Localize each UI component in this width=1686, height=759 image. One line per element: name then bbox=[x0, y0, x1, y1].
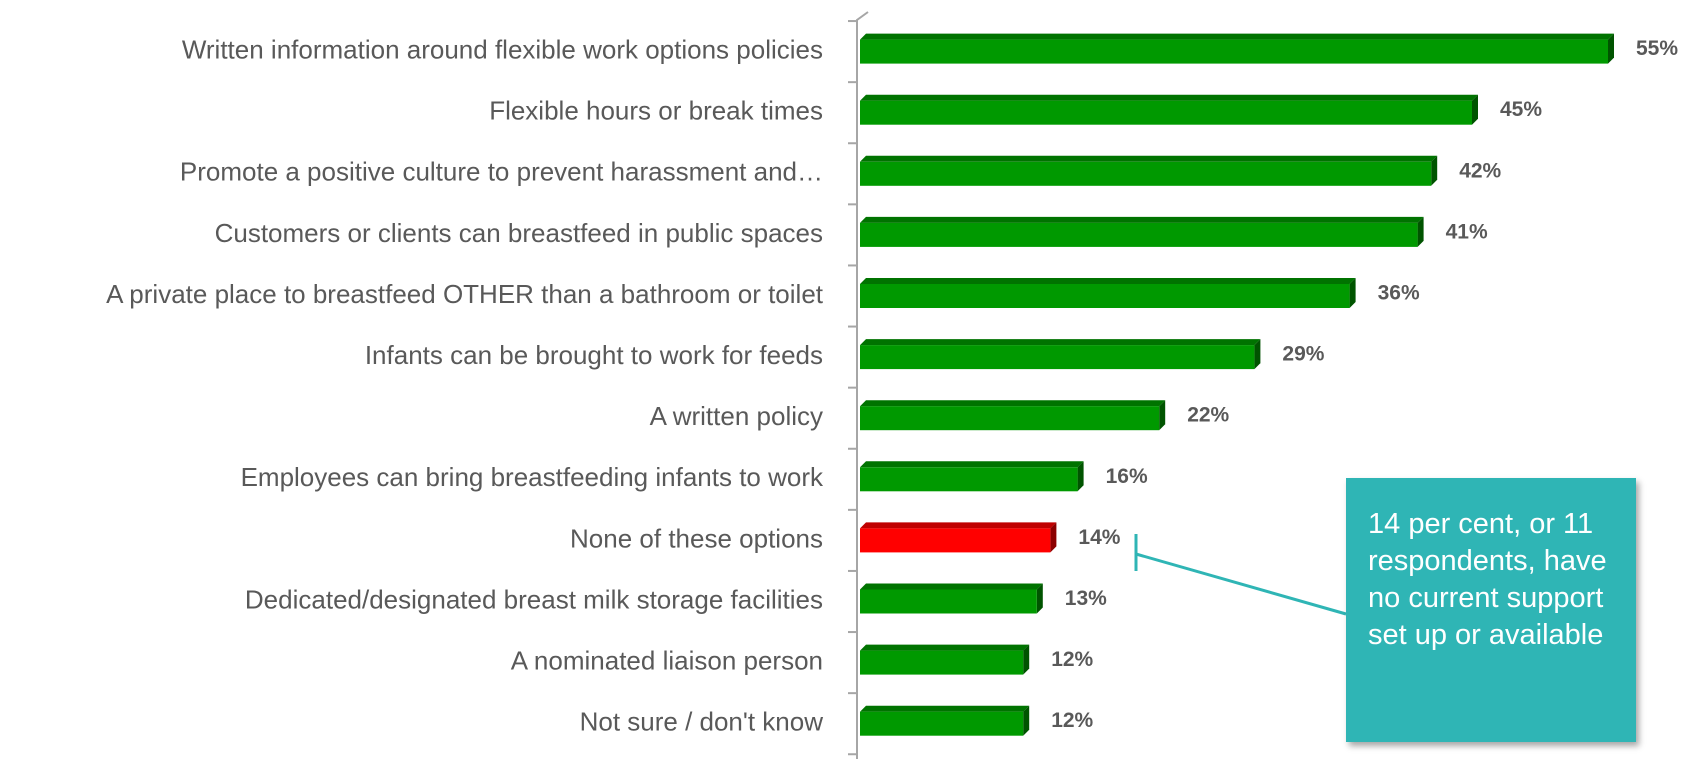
category-label: A nominated liaison person bbox=[511, 645, 823, 675]
bar-side bbox=[1023, 644, 1030, 675]
value-label: 45% bbox=[1500, 98, 1542, 121]
category-label: A written policy bbox=[650, 401, 823, 431]
value-label: 12% bbox=[1051, 648, 1093, 671]
annotation: 14 per cent, or 11 respondents, have no … bbox=[1346, 478, 1636, 742]
bar bbox=[860, 406, 1160, 431]
bar-top bbox=[860, 339, 1261, 346]
bar-side bbox=[1077, 461, 1084, 492]
category-label: None of these options bbox=[570, 523, 823, 553]
bar-side bbox=[1159, 400, 1166, 431]
bar bbox=[860, 467, 1078, 492]
value-label: 41% bbox=[1446, 220, 1488, 243]
bar-side bbox=[1417, 216, 1424, 247]
category-label: Promote a positive culture to prevent ha… bbox=[180, 157, 823, 187]
category-label: Infants can be brought to work for feeds bbox=[365, 340, 823, 370]
bar-side bbox=[1431, 155, 1438, 186]
bar-top bbox=[860, 33, 1614, 40]
bar-side bbox=[1023, 705, 1030, 736]
category-label: Dedicated/designated breast milk storage… bbox=[245, 584, 823, 614]
bar-top bbox=[860, 705, 1030, 712]
bar bbox=[860, 711, 1024, 736]
bar bbox=[860, 284, 1350, 308]
bar-side bbox=[1349, 278, 1356, 308]
value-label: 14% bbox=[1078, 526, 1120, 549]
bar-side bbox=[1254, 339, 1261, 370]
value-label: 16% bbox=[1106, 465, 1148, 488]
bar-side bbox=[1608, 33, 1614, 64]
bar bbox=[860, 39, 1608, 64]
value-label: 36% bbox=[1378, 282, 1420, 305]
bar-top bbox=[860, 644, 1030, 651]
bar-side bbox=[1472, 94, 1478, 125]
value-label: 13% bbox=[1065, 587, 1107, 610]
category-label: Customers or clients can breastfeed in p… bbox=[215, 218, 823, 248]
bar bbox=[860, 528, 1051, 553]
bar bbox=[860, 222, 1418, 247]
axis-line bbox=[856, 11, 869, 759]
bar-top bbox=[860, 216, 1424, 223]
value-label: 22% bbox=[1187, 404, 1229, 427]
bar-top bbox=[860, 94, 1478, 101]
category-label: Not sure / don't know bbox=[580, 707, 824, 737]
bar-top bbox=[860, 155, 1438, 162]
bar-top bbox=[860, 583, 1043, 590]
value-label: 12% bbox=[1051, 709, 1093, 732]
bar-side bbox=[1036, 583, 1043, 614]
bar bbox=[860, 650, 1024, 675]
bar bbox=[860, 100, 1472, 125]
callout-connector bbox=[1135, 552, 1347, 616]
value-label: 42% bbox=[1459, 159, 1501, 182]
bar bbox=[860, 161, 1432, 186]
bar-top bbox=[860, 400, 1166, 407]
category-label: A private place to breastfeed OTHER than… bbox=[106, 279, 824, 309]
value-label: 55% bbox=[1636, 37, 1678, 60]
bar bbox=[860, 589, 1037, 614]
bar-top bbox=[860, 522, 1057, 529]
category-label: Written information around flexible work… bbox=[182, 34, 823, 64]
value-label: 29% bbox=[1282, 343, 1324, 366]
bar bbox=[860, 345, 1255, 370]
bar-side bbox=[1050, 522, 1057, 553]
bar-top bbox=[860, 278, 1356, 284]
category-label: Flexible hours or break times bbox=[489, 96, 823, 126]
bar-top bbox=[860, 461, 1084, 468]
category-label: Employees can bring breastfeeding infant… bbox=[241, 462, 824, 492]
